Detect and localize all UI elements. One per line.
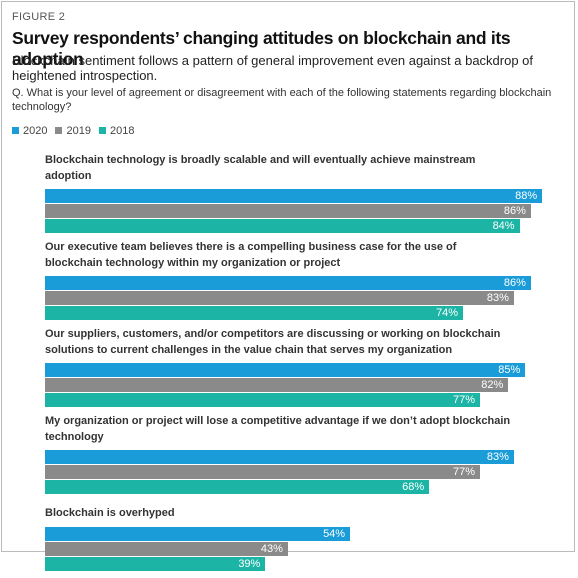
legend: 2020 2019 2018 — [12, 125, 134, 137]
value-label: 74% — [436, 307, 459, 319]
value-label: 83% — [486, 292, 509, 304]
legend-label: 2020 — [23, 125, 48, 137]
legend-swatch — [55, 127, 63, 134]
bar: 39% — [45, 556, 266, 571]
value-label: 43% — [260, 542, 283, 555]
legend-label: 2019 — [66, 125, 91, 137]
value-label: 77% — [453, 466, 476, 478]
value-label: 88% — [515, 190, 538, 202]
bar: 83% — [45, 291, 514, 305]
value-label: 68% — [402, 481, 425, 493]
question: Q. What is your level of agreement or di… — [12, 87, 552, 113]
value-label: 86% — [503, 277, 526, 289]
chart-subtitle: Blockchain sentiment follows a pattern o… — [12, 53, 534, 83]
bar: 43% — [45, 541, 288, 556]
value-label: 77% — [453, 394, 476, 406]
bar: 88% — [45, 189, 543, 203]
category-label: Blockchain technology is broadly scalabl… — [45, 154, 476, 182]
bar-group: 54% 43% 39% — [45, 526, 565, 571]
value-label: 86% — [503, 205, 526, 217]
bar: 86% — [45, 276, 531, 290]
value-label: 82% — [481, 379, 504, 391]
category-group: Blockchain technology is broadly scalabl… — [45, 153, 565, 233]
bar-group: 85% 82% 77% — [45, 363, 565, 407]
legend-swatch — [98, 127, 106, 134]
category-label: Blockchain is overhyped — [45, 507, 175, 519]
value-label: 85% — [498, 364, 521, 376]
figure-frame: FIGURE 2 Survey respondents’ changing at… — [1, 1, 575, 571]
bar: 83% — [45, 450, 514, 464]
legend-swatch — [12, 127, 19, 134]
category-label: Our executive team believes there is a c… — [45, 241, 457, 269]
bar-group: 83% 77% 68% — [45, 450, 565, 494]
legend-label: 2018 — [109, 125, 135, 137]
category-group: Our executive team believes there is a c… — [45, 240, 565, 320]
bar: 54% — [45, 526, 351, 541]
bar: 77% — [45, 465, 481, 479]
bar: 77% — [45, 393, 481, 407]
value-label: 83% — [486, 451, 509, 463]
figure-label: FIGURE 2 — [12, 11, 66, 23]
chart-title: Survey respondents’ changing attitudes o… — [12, 28, 511, 69]
category-group: My organization or project will lose a c… — [45, 414, 565, 494]
bar-group: 86% 83% 74% — [45, 276, 565, 320]
value-label: 39% — [238, 557, 261, 570]
bar: 84% — [45, 219, 520, 233]
value-label: 54% — [323, 527, 346, 540]
category-label: Our suppliers, customers, and/or competi… — [45, 328, 501, 356]
bar: 68% — [45, 480, 430, 494]
legend-item: 2018 — [98, 125, 135, 137]
legend-item: 2019 — [55, 125, 91, 137]
bar-group: 88% 86% 84% — [45, 189, 565, 233]
category-label: My organization or project will lose a c… — [45, 415, 511, 443]
category-group: Our suppliers, customers, and/or competi… — [45, 327, 565, 407]
plot-area: Blockchain technology is broadly scalabl… — [45, 153, 565, 578]
legend-item: 2020 — [12, 125, 47, 137]
category-group: Blockchain is overhyped 54% 43% 39% — [45, 506, 565, 571]
bar: 85% — [45, 363, 526, 377]
value-label: 84% — [492, 220, 515, 232]
bar: 74% — [45, 306, 464, 320]
bar: 86% — [45, 204, 531, 218]
bar: 82% — [45, 378, 509, 392]
